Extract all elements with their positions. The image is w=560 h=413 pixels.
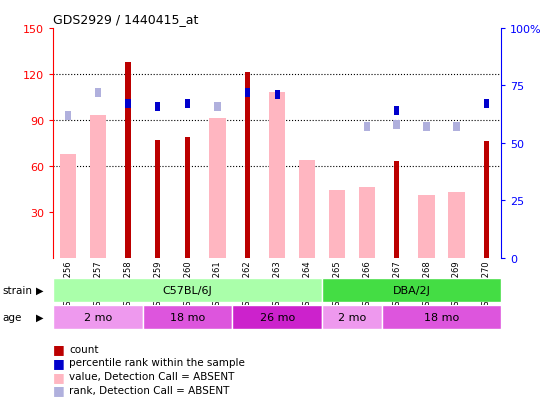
Bar: [418, 195, 435, 258]
Text: ■: ■: [53, 370, 65, 383]
Bar: [322, 305, 382, 329]
Bar: [484, 100, 489, 109]
Bar: [125, 62, 130, 258]
Bar: [274, 91, 280, 100]
Bar: [232, 305, 322, 329]
Text: 18 mo: 18 mo: [424, 312, 459, 322]
Text: 26 mo: 26 mo: [260, 312, 295, 322]
Text: 2 mo: 2 mo: [338, 312, 366, 322]
Bar: [214, 102, 221, 112]
Bar: [299, 160, 315, 258]
Bar: [65, 112, 71, 121]
Text: GDS2929 / 1440415_at: GDS2929 / 1440415_at: [53, 13, 199, 26]
Bar: [329, 191, 345, 258]
Bar: [448, 192, 465, 258]
Bar: [269, 93, 286, 258]
Bar: [185, 100, 190, 109]
Text: C57BL/6J: C57BL/6J: [163, 285, 212, 295]
Bar: [90, 116, 106, 258]
Bar: [245, 73, 250, 258]
Bar: [53, 305, 143, 329]
Bar: [453, 123, 460, 132]
Bar: [394, 162, 399, 258]
Text: rank, Detection Call = ABSENT: rank, Detection Call = ABSENT: [69, 385, 229, 395]
Bar: [95, 88, 101, 97]
Text: DBA/2J: DBA/2J: [393, 285, 431, 295]
Text: ▶: ▶: [36, 285, 44, 295]
Bar: [155, 102, 160, 112]
Text: ▶: ▶: [36, 312, 44, 322]
Bar: [60, 154, 76, 258]
Text: ■: ■: [53, 356, 65, 369]
Text: ■: ■: [53, 383, 65, 396]
Bar: [209, 119, 226, 258]
Bar: [394, 121, 400, 130]
Text: age: age: [3, 312, 22, 322]
Bar: [363, 123, 370, 132]
Bar: [322, 278, 501, 302]
Bar: [423, 123, 430, 132]
Bar: [245, 88, 250, 97]
Bar: [143, 305, 232, 329]
Text: ■: ■: [53, 342, 65, 356]
Bar: [155, 140, 160, 258]
Bar: [125, 100, 130, 109]
Text: percentile rank within the sample: percentile rank within the sample: [69, 358, 245, 368]
Text: count: count: [69, 344, 99, 354]
Text: 18 mo: 18 mo: [170, 312, 205, 322]
Bar: [358, 188, 375, 258]
Text: value, Detection Call = ABSENT: value, Detection Call = ABSENT: [69, 371, 234, 381]
Bar: [394, 107, 399, 116]
Text: 2 mo: 2 mo: [84, 312, 112, 322]
Bar: [185, 138, 190, 258]
Bar: [53, 278, 322, 302]
Bar: [484, 142, 489, 258]
Text: strain: strain: [3, 285, 33, 295]
Bar: [382, 305, 501, 329]
